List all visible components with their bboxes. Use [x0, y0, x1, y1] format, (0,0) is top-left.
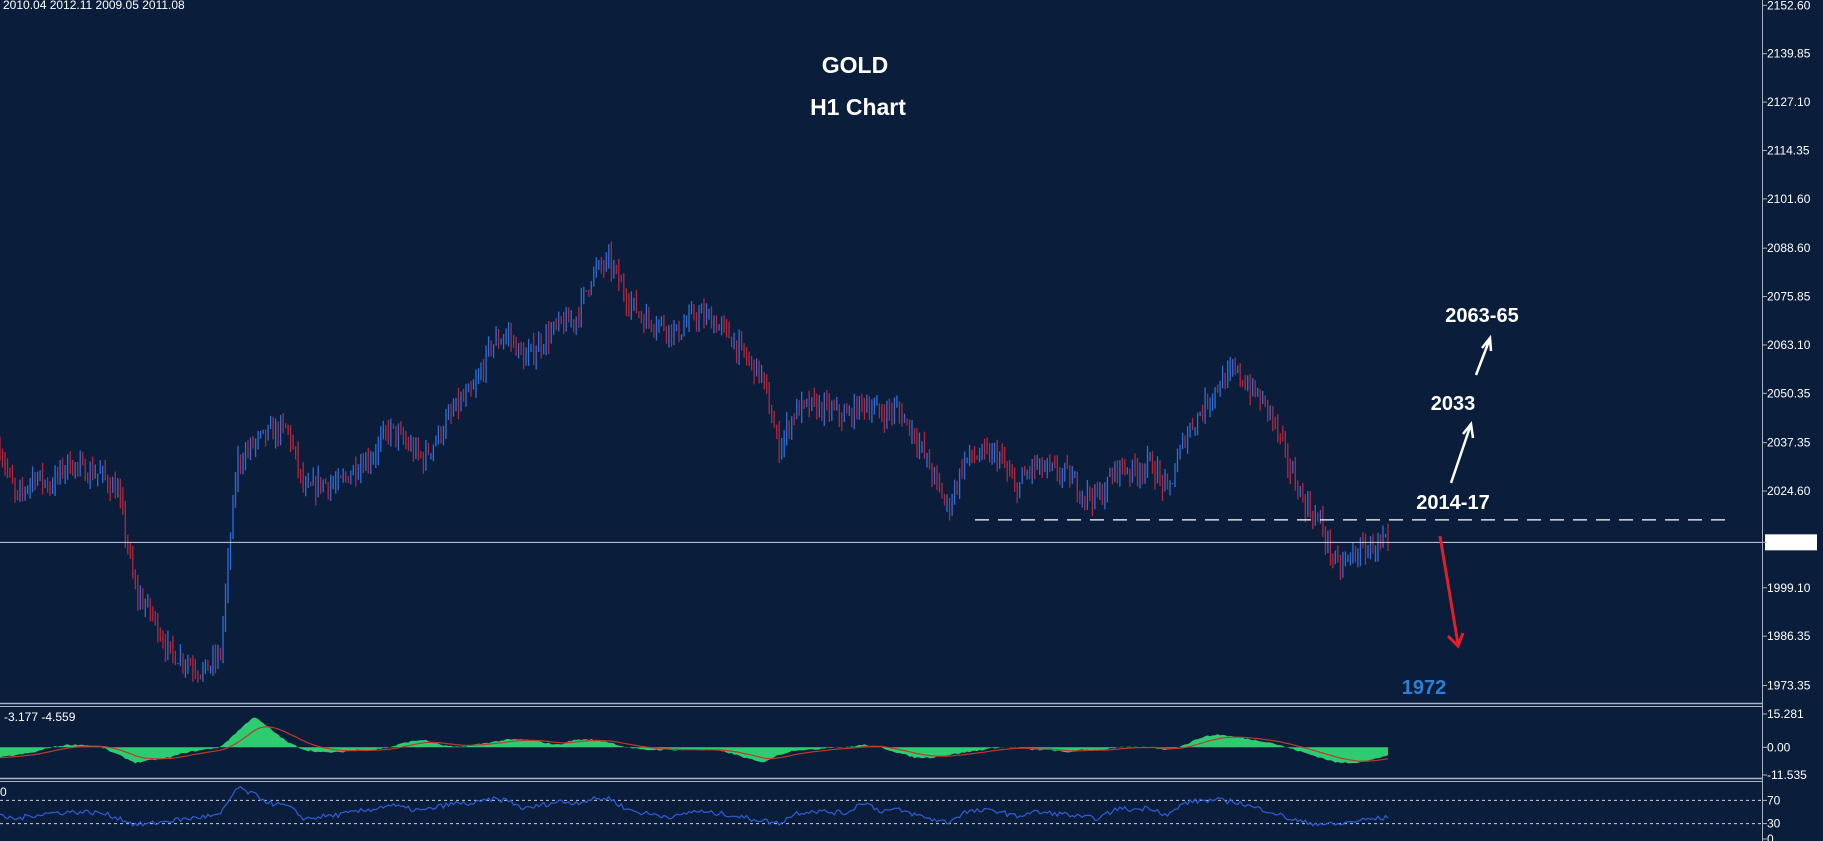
down-arrow-red — [1438, 535, 1465, 649]
up-arrow-lower — [1449, 420, 1475, 484]
macd-tick-label: 0.00 — [1767, 740, 1791, 754]
up-arrow-upper — [1474, 334, 1493, 376]
chart-subtitle: H1 Chart — [810, 94, 906, 120]
rsi-tick-label: 70 — [1767, 793, 1781, 807]
macd-histogram-area — [0, 717, 1388, 764]
rsi-line — [0, 785, 1389, 827]
macd-signal-line — [0, 726, 1389, 762]
price-tick-label: 2127.10 — [1767, 95, 1811, 109]
price-tick-label: 1999.10 — [1767, 581, 1811, 595]
price-axis: 2152.60 2139.85 2127.10 2114.35 2101.60 2088.… — [1762, 0, 1817, 692]
rsi-tick-label: 30 — [1767, 817, 1781, 831]
price-tick-label: 2139.85 — [1767, 47, 1811, 61]
price-tick-label: 2050.35 — [1767, 386, 1811, 400]
macd-tick-label: -11.535 — [1767, 768, 1807, 782]
price-tick-label: 2101.60 — [1767, 192, 1811, 206]
rsi-panel: 0 — [0, 785, 1762, 827]
annotation-target-2033: 2033 — [1431, 393, 1476, 415]
price-tick-label: 1986.35 — [1767, 629, 1811, 643]
candlestick-series — [0, 241, 1389, 683]
rsi-axis: 70 300 — [1762, 793, 1781, 841]
price-tick-label: 2024.60 — [1767, 484, 1811, 498]
panel-separators — [0, 0, 1763, 841]
current-price-tag — [1765, 534, 1817, 551]
macd-histogram — [0, 717, 1388, 764]
price-tick-label: 1973.35 — [1767, 678, 1811, 692]
rsi-header: 0 — [0, 785, 7, 799]
main-panel-background — [0, 0, 1762, 702]
price-tick-label: 2037.35 — [1767, 436, 1811, 450]
macd-header: -3.177 -4.559 — [4, 710, 76, 724]
rsi-tick-label: 0 — [1767, 832, 1774, 841]
annotation-target-2063-65: 2063-65 — [1445, 305, 1518, 327]
price-tick-label: 2114.35 — [1767, 143, 1810, 157]
price-tick-label: 2152.60 — [1767, 0, 1811, 12]
price-tick-label: 2075.85 — [1767, 290, 1811, 304]
annotation-target-1972: 1972 — [1402, 677, 1447, 699]
price-tick-label: 2011.08 — [1767, 535, 1810, 549]
target-annotations: 2063-65 2033 2014-17 1972 — [1402, 305, 1519, 699]
ohlc-header: 2010.04 2012.11 2009.05 2011.08 — [3, 0, 185, 12]
chart-title: GOLD — [822, 52, 888, 78]
annotation-pivot-2014-17: 2014-17 — [1416, 492, 1489, 514]
price-tick-label: 2063.10 — [1767, 338, 1811, 352]
macd-tick-label: 15.281 — [1767, 707, 1804, 721]
main-price-panel: 2010.04 2012.11 2009.05 2011.08 GOLD H1 … — [0, 0, 1762, 702]
price-tick-label: 2088.60 — [1767, 241, 1811, 255]
macd-panel: -3.177 -4.559 — [0, 710, 1389, 764]
macd-axis: 15.281 0.00 -11.535 — [1762, 707, 1807, 782]
